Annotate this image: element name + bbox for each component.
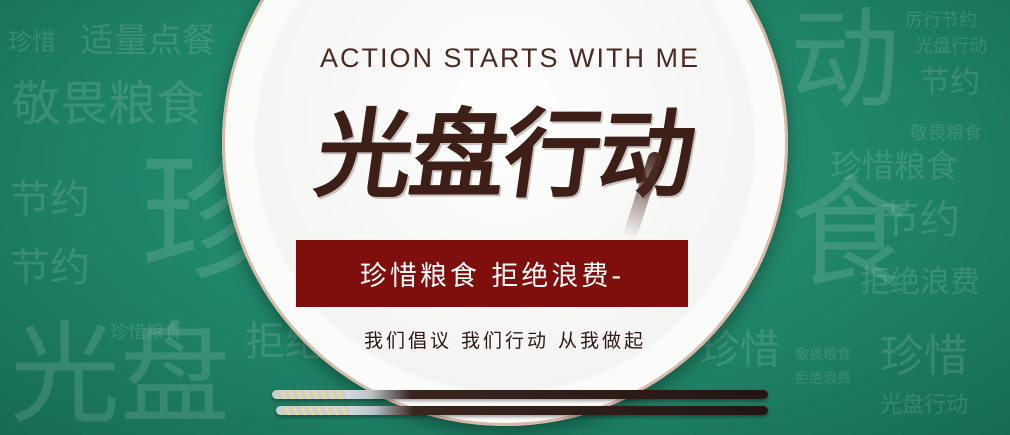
bg-word: 敬畏粮食 [910, 123, 982, 144]
bg-word: 敬畏粮食 [12, 76, 205, 132]
bg-word: 适量点餐 [80, 21, 216, 61]
bg-word: 节约 [920, 65, 980, 100]
bg-word: 拒绝浪费 [795, 371, 851, 387]
red-slogan-bar: 珍惜粮食 拒绝浪费- [296, 240, 688, 307]
chopstick-lower-pattern [280, 406, 350, 415]
chopstick-upper-pattern [276, 390, 346, 399]
bg-word: 节约 [10, 245, 90, 291]
bg-word: 动 [790, 0, 900, 124]
english-heading: ACTION STARTS WITH ME [319, 43, 700, 73]
chopstick-upper [272, 390, 768, 399]
bg-word: 敬畏粮食 [795, 347, 851, 363]
chopstick-lower [276, 406, 768, 415]
bg-word: 厉行节约 [905, 10, 977, 31]
bg-word: 食 [790, 165, 910, 304]
bg-word: 光盘行动 [880, 393, 969, 418]
bg-word: 珍惜 [880, 331, 968, 382]
plate-center [258, 0, 752, 390]
red-bar-text: 珍惜粮食 拒绝浪费- [359, 261, 625, 292]
bg-word: 珍惜 [700, 327, 780, 373]
slogan-text: 我们倡议 我们行动 从我做起 [363, 330, 647, 352]
bg-word: 光盘 [10, 311, 230, 435]
bg-word: 节约 [10, 177, 90, 223]
main-title: 光盘行动 [309, 98, 702, 211]
bg-word: 拒绝浪费 [860, 265, 980, 300]
bg-word: 珍惜粮食 [110, 322, 182, 343]
bg-word: 节约 [880, 197, 960, 243]
bg-word: 珍惜 [8, 28, 56, 56]
bg-word: 光盘行动 [915, 36, 987, 57]
bg-word: 珍惜粮食 [830, 147, 959, 185]
